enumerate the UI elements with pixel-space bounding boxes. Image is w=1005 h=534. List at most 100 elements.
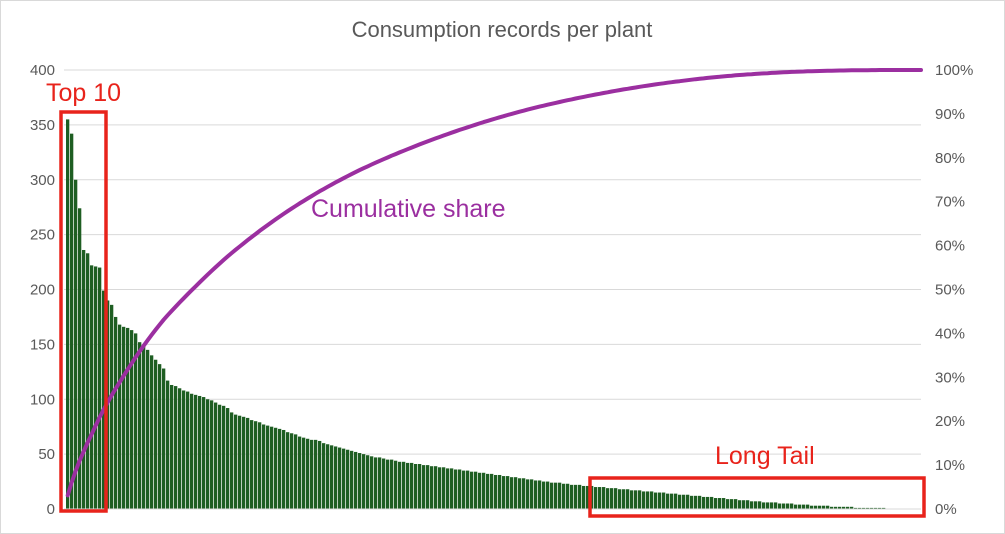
bar bbox=[642, 491, 646, 509]
bar bbox=[90, 265, 94, 509]
bar bbox=[198, 395, 202, 509]
bar bbox=[290, 433, 294, 509]
bar bbox=[158, 364, 162, 509]
bar bbox=[830, 506, 834, 509]
bar bbox=[202, 397, 206, 509]
y2-tick-label: 60% bbox=[935, 238, 965, 255]
bar bbox=[666, 493, 670, 509]
bar bbox=[734, 499, 738, 509]
y-tick-label: 100 bbox=[30, 391, 55, 408]
bar bbox=[178, 388, 182, 509]
y-tick-label: 0 bbox=[47, 501, 55, 518]
bar bbox=[442, 467, 446, 509]
bar bbox=[878, 507, 882, 509]
bar bbox=[482, 472, 486, 509]
bar bbox=[418, 464, 422, 509]
bar bbox=[606, 488, 610, 509]
y2-tick-label: 0% bbox=[935, 501, 957, 518]
bar bbox=[322, 443, 326, 509]
y-tick-label: 400 bbox=[30, 62, 55, 79]
bar bbox=[626, 489, 630, 509]
bar bbox=[798, 504, 802, 509]
bar bbox=[874, 507, 878, 509]
bar bbox=[446, 468, 450, 509]
bar bbox=[766, 502, 770, 509]
bar bbox=[730, 499, 734, 509]
bar bbox=[610, 488, 614, 509]
bar bbox=[550, 482, 554, 509]
bar bbox=[618, 489, 622, 509]
cumulative-share-annotation: Cumulative share bbox=[311, 195, 506, 223]
bar bbox=[346, 449, 350, 509]
bar bbox=[478, 472, 482, 509]
bar bbox=[374, 457, 378, 509]
bar bbox=[866, 507, 870, 509]
bar bbox=[122, 326, 126, 509]
right-axis-ticks: 0% 10% 20% 30% 40% 50% 60% 70% 80% 90% 100% bbox=[935, 62, 973, 518]
bar bbox=[162, 368, 166, 509]
y-tick-label: 300 bbox=[30, 172, 55, 189]
bar bbox=[110, 304, 114, 509]
bar bbox=[266, 425, 270, 509]
bar bbox=[486, 473, 490, 509]
y-tick-label: 250 bbox=[30, 227, 55, 244]
bar bbox=[598, 487, 602, 509]
bar bbox=[654, 492, 658, 509]
bar bbox=[294, 434, 298, 509]
y-tick-label: 50 bbox=[38, 446, 55, 463]
bar bbox=[130, 330, 134, 509]
bar bbox=[434, 466, 438, 509]
bar bbox=[250, 420, 254, 509]
bar bbox=[142, 346, 146, 509]
bar bbox=[662, 492, 666, 509]
left-axis-ticks: 0 50 100 150 200 250 300 350 400 bbox=[30, 62, 55, 518]
bar bbox=[114, 316, 118, 509]
bar bbox=[842, 506, 846, 509]
bar bbox=[574, 484, 578, 509]
chart-title: Consumption records per plant bbox=[352, 17, 653, 42]
bar bbox=[394, 460, 398, 509]
bar bbox=[522, 478, 526, 509]
bar bbox=[646, 491, 650, 509]
bar bbox=[206, 399, 210, 509]
bar bbox=[658, 492, 662, 509]
bar bbox=[758, 501, 762, 509]
y-tick-label: 200 bbox=[30, 282, 55, 299]
bar bbox=[98, 267, 102, 509]
bar bbox=[78, 208, 82, 509]
bar bbox=[538, 480, 542, 509]
bar bbox=[342, 448, 346, 509]
bar bbox=[582, 485, 586, 509]
bar bbox=[94, 266, 98, 509]
bar bbox=[82, 249, 86, 510]
y2-tick-label: 40% bbox=[935, 325, 965, 342]
cumulative-share-line bbox=[65, 68, 923, 498]
bar bbox=[670, 493, 674, 509]
bar bbox=[718, 498, 722, 509]
bar bbox=[562, 483, 566, 509]
bar bbox=[70, 133, 74, 509]
y2-tick-label: 50% bbox=[935, 282, 965, 299]
bar bbox=[318, 440, 322, 509]
bar bbox=[166, 380, 170, 509]
bar bbox=[770, 502, 774, 509]
top10-annotation: Top 10 bbox=[46, 79, 121, 107]
bar bbox=[170, 384, 174, 509]
bar bbox=[534, 480, 538, 509]
bar bbox=[854, 507, 858, 509]
bar bbox=[882, 507, 886, 509]
bar bbox=[302, 437, 306, 509]
bar bbox=[406, 462, 410, 509]
bar bbox=[570, 484, 574, 509]
bar bbox=[222, 405, 226, 509]
bar bbox=[850, 506, 854, 509]
bar bbox=[578, 484, 582, 509]
y2-tick-label: 20% bbox=[935, 413, 965, 430]
bar bbox=[506, 476, 510, 509]
bar bbox=[390, 459, 394, 509]
y-tick-label: 150 bbox=[30, 336, 55, 353]
bar bbox=[510, 477, 514, 509]
bar bbox=[686, 494, 690, 509]
bar bbox=[710, 496, 714, 509]
bar bbox=[126, 327, 130, 509]
